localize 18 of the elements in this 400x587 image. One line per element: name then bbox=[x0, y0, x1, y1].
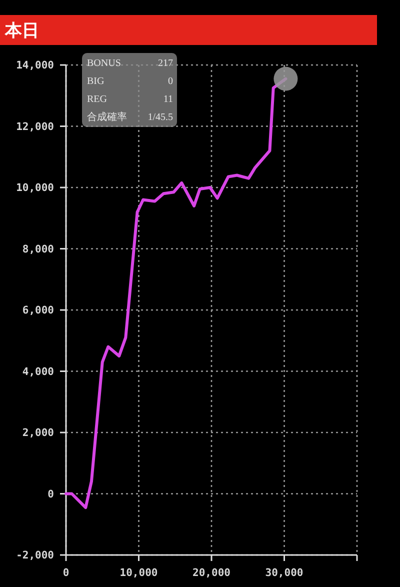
y-tick-label: 10,000 bbox=[16, 182, 54, 194]
chart-title: 本日 bbox=[4, 21, 39, 40]
x-tick-label: 20,000 bbox=[192, 567, 230, 579]
y-tick-label: 4,000 bbox=[22, 366, 54, 378]
text: 合成確率 1/45.5 bbox=[87, 112, 173, 123]
y-tick-label: 2,000 bbox=[22, 427, 54, 440]
x-tick-label: 0 bbox=[62, 567, 70, 579]
text: BIG 0 bbox=[87, 76, 173, 87]
y-tick-label: 0 bbox=[48, 488, 54, 500]
y-tick-label: 6,000 bbox=[22, 304, 54, 317]
y-tick-label: 14,000 bbox=[16, 60, 54, 72]
text: REG 11 bbox=[87, 94, 173, 105]
y-tick-label: 8,000 bbox=[22, 243, 54, 256]
y-tick-label: 12,000 bbox=[16, 120, 54, 133]
x-tick-label: 30,000 bbox=[265, 567, 304, 579]
text: BONUS 217 bbox=[87, 58, 173, 69]
y-tick-label: -2,000 bbox=[16, 550, 54, 562]
x-tick-label: 10,000 bbox=[120, 567, 158, 579]
